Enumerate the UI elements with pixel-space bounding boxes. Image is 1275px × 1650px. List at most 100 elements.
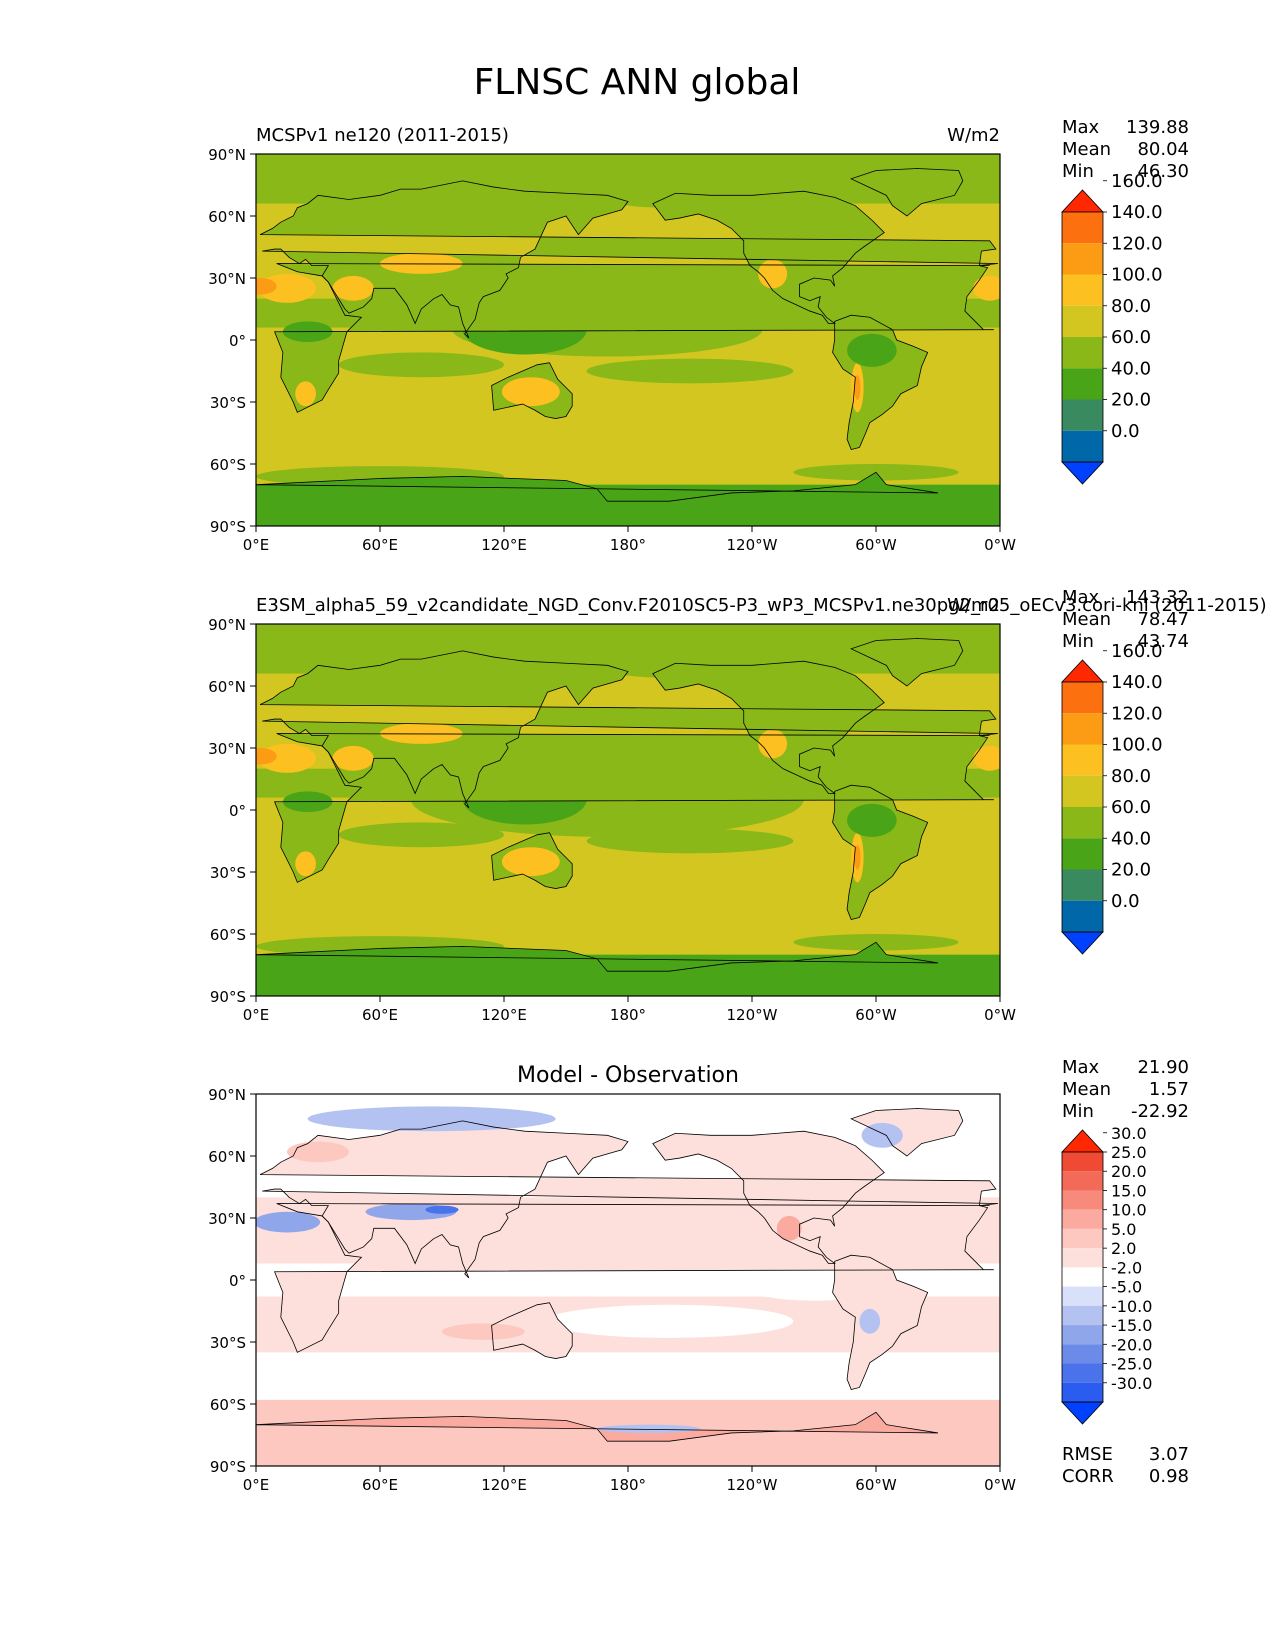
coastline-greenland	[850, 1108, 964, 1157]
stat-mean-label: Mean	[1062, 609, 1112, 630]
colorbar-extend-max	[1061, 659, 1104, 683]
coastline-australia	[491, 1302, 573, 1359]
land-eurasia	[260, 180, 998, 338]
colorbar-tick-label: 2.0	[1111, 1239, 1136, 1258]
stat-max-value: 143.32	[1126, 587, 1189, 608]
lat-tick-label: 0°	[229, 332, 246, 350]
rmse-value: 3.07	[1148, 1444, 1189, 1465]
colorbar-segment	[1062, 430, 1103, 462]
colorbar-segment	[1062, 713, 1103, 745]
colorbar-tick-label: 25.0	[1111, 1143, 1147, 1162]
neutral-patch	[545, 1304, 794, 1338]
lon-tick-label: 0°W	[984, 536, 1016, 554]
colorbar-model: 0.0 20.0 40.0 60.0 80.0 100.0 120.0 140.0 160.0	[1061, 171, 1163, 485]
panel-title-center: Model - Observation	[517, 1063, 739, 1088]
colorbar-tick-label: 140.0	[1111, 672, 1163, 693]
colorbar-tick-label: 20.0	[1111, 1162, 1147, 1181]
lat-tick-label: 60°N	[208, 678, 246, 696]
coastline-namerica	[652, 660, 885, 794]
panel-title-right: W/m2	[947, 125, 1000, 146]
colorbar-segment	[1062, 1171, 1103, 1191]
land-namerica	[652, 191, 885, 324]
colorbar-segment	[1062, 243, 1103, 275]
lon-tick-label: 0°E	[243, 1476, 270, 1494]
colorbar-tick-label: -20.0	[1111, 1335, 1152, 1354]
lat-tick-label: 0°	[229, 802, 246, 820]
lon-tick-label: 0°E	[243, 1006, 270, 1024]
indian-ocean-band	[338, 352, 504, 378]
colorbar-segment	[1062, 1286, 1103, 1306]
lon-tick-label: 60°W	[855, 1006, 897, 1024]
stat-mean-value: 78.47	[1137, 609, 1189, 630]
coastline-australia	[491, 832, 573, 889]
colorbar-segment	[1062, 1382, 1103, 1402]
map-frame	[255, 1093, 1001, 1467]
lat-tick-label: 30°S	[210, 1334, 246, 1352]
colorbar-tick-label: 60.0	[1111, 797, 1151, 818]
colorbar-segment	[1062, 775, 1103, 807]
south-america-negative	[859, 1308, 881, 1334]
panel-titles-difference: Model - Observation	[517, 1063, 739, 1088]
colorbar-segment	[1062, 1267, 1103, 1287]
colorbar-tick-label: 120.0	[1111, 703, 1163, 724]
mexico-positive	[776, 1215, 802, 1241]
colorbar-tick-label: -10.0	[1111, 1297, 1152, 1316]
land-samerica	[832, 1255, 928, 1390]
colorbar-tick-label: 30.0	[1111, 1124, 1147, 1143]
colorbar-tick-label: 140.0	[1111, 202, 1163, 223]
panel-title-left: E3SM_alpha5_59_v2candidate_NGD_Conv.F201…	[256, 595, 1267, 616]
colorbar-segment	[1062, 1248, 1103, 1268]
stats-reference: Max 143.32 Mean 78.47 Min 43.74	[1062, 587, 1189, 653]
andes-peak	[854, 845, 861, 870]
colorbar-tick-label: 80.0	[1111, 296, 1151, 317]
colorbar-extend-max	[1061, 189, 1104, 213]
lon-tick-label: 60°W	[855, 536, 897, 554]
map-frame	[255, 153, 1001, 527]
southwest-us-hot	[758, 729, 788, 759]
lon-tick-label: 120°W	[727, 536, 778, 554]
corr-value: 0.98	[1148, 1466, 1189, 1487]
lat-tick-label: 60°N	[208, 1148, 246, 1166]
lat-tick-label: 30°S	[210, 394, 246, 412]
colorbar-segment	[1062, 1228, 1103, 1249]
colorbar-segment	[1062, 337, 1103, 369]
colorbar-segment	[1062, 212, 1103, 244]
colorbar-extend-min	[1061, 461, 1104, 485]
coastline-eurasia	[259, 1120, 998, 1279]
colorbar-difference: -30.0-25.0-20.0-15.0-10.0-5.0-2.02.05.01…	[1061, 1124, 1152, 1425]
stat-min-value: 43.74	[1137, 631, 1189, 652]
lat-tick-label: 30°N	[208, 1210, 246, 1228]
indian-positive	[442, 1323, 525, 1340]
colorbar-tick-label: 100.0	[1111, 265, 1163, 286]
coastline-namerica	[652, 190, 885, 324]
colorbar-tick-label: 0.0	[1111, 421, 1140, 442]
colorbar-segment	[1062, 900, 1103, 932]
stat-max-value: 21.90	[1137, 1057, 1189, 1078]
colorbar-tick-label: 100.0	[1111, 735, 1163, 756]
land-antarctica	[256, 1412, 938, 1466]
colorbar-outline	[1061, 1151, 1104, 1403]
corr-label: CORR	[1062, 1466, 1114, 1487]
lon-tick-label: 180°	[610, 1476, 646, 1494]
colorbar-segment	[1062, 1305, 1103, 1326]
arabia-hot	[332, 275, 374, 301]
canada-negative	[861, 1122, 903, 1148]
coastline-samerica	[832, 314, 929, 451]
lon-tick-label: 120°E	[481, 536, 527, 554]
colorbar-segment	[1062, 274, 1103, 306]
stat-min-value: -22.92	[1130, 1101, 1189, 1122]
stat-min-label: Min	[1062, 161, 1094, 182]
colorbar-tick-label: 5.0	[1111, 1220, 1136, 1239]
colorbar-segment	[1062, 869, 1103, 901]
colorbar-segment	[1062, 368, 1103, 400]
colorbar-segment	[1062, 1325, 1103, 1345]
lon-tick-label: 60°E	[362, 1006, 398, 1024]
land-australia	[491, 1302, 573, 1359]
colorbar-tick-label: 80.0	[1111, 766, 1151, 787]
colorbar-segment	[1062, 838, 1103, 870]
colorbar-segment	[1062, 682, 1103, 714]
central-asia-hot	[380, 723, 463, 744]
scandinavia-positive	[287, 1141, 349, 1163]
lon-tick-label: 0°W	[984, 1006, 1016, 1024]
